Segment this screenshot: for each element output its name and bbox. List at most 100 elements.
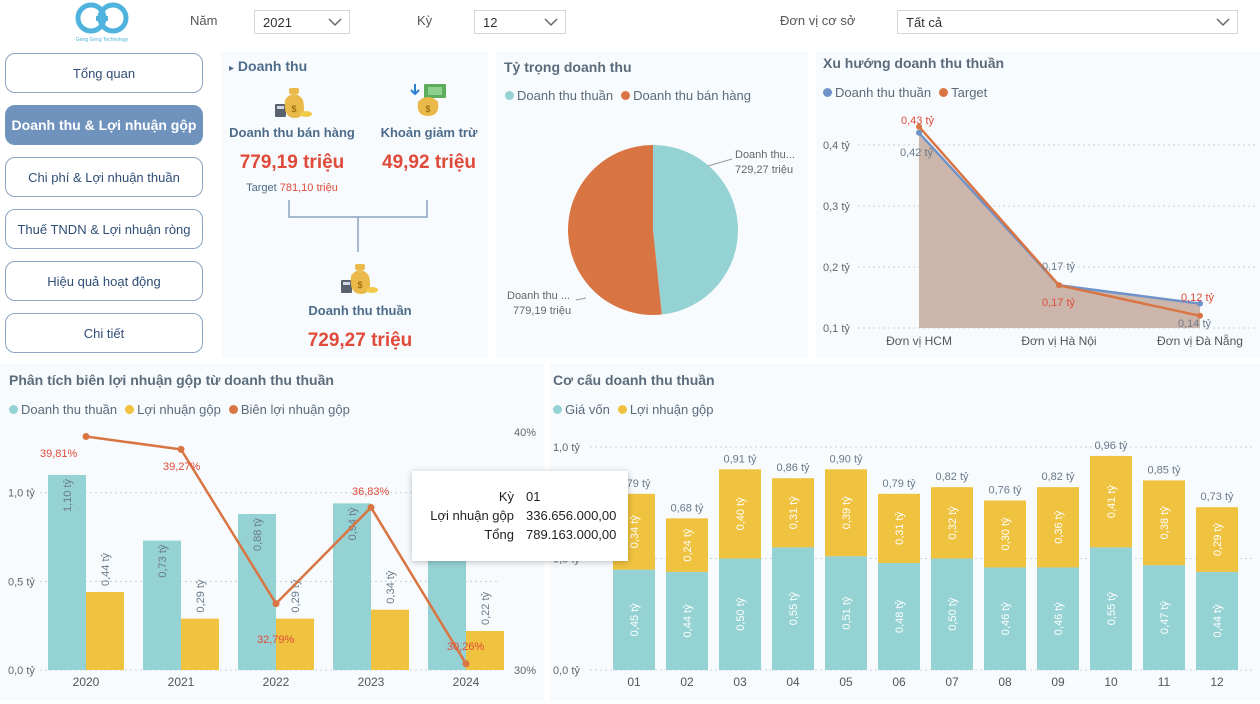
unit-dropdown[interactable]: Tất cả (897, 10, 1238, 34)
trend-chart-title: Xu hướng doanh thu thuần (823, 55, 1005, 71)
pie-leader-line (575, 297, 587, 301)
x-tick-label: 12 (1210, 675, 1224, 689)
y-tick-label: 1,0 tỷ (8, 488, 35, 500)
bar-total-label: 0,91 tỷ (723, 453, 757, 465)
nav-label: Tổng quan (72, 65, 136, 81)
x-tick-label: 11 (1158, 675, 1171, 689)
year-dropdown-value: 2021 (263, 15, 292, 30)
nav-revenue-gross-profit[interactable]: Doanh thu & Lợi nhuận gộp (5, 105, 203, 145)
svg-text:$: $ (357, 280, 362, 290)
structure-chart-legend: Giá vốn Lợi nhuận gộp (553, 402, 714, 417)
pie-slice-label: Doanh thu... (735, 149, 795, 161)
period-dropdown[interactable]: 12 (474, 10, 566, 34)
margin-point (462, 660, 470, 668)
revenue-card (221, 52, 488, 358)
bar-total-label: 0,85 tỷ (1147, 464, 1181, 476)
margin-point (367, 503, 375, 511)
nav-label: Chi tiết (83, 325, 125, 341)
margin-point (177, 445, 185, 453)
bar-cogs (1037, 567, 1079, 670)
legend-swatch-net (9, 405, 18, 414)
tooltip-key: Kỳ (498, 489, 514, 504)
chart-tooltip: Kỳ 01 Lợi nhuận gộp 336.656.000,00 Tổng … (412, 471, 628, 561)
logo-brand-text: Geng Geng Technology (76, 37, 129, 43)
bar-data-label: 0,55 tỷ (788, 592, 800, 626)
bar-cogs (1196, 571, 1238, 670)
deduction-value: 49,92 triệu (382, 152, 476, 173)
tooltip-row: Kỳ 01 (412, 489, 541, 504)
tooltip-value: 336.656.000,00 (526, 508, 617, 523)
x-tick-label: 07 (945, 675, 959, 689)
deduction-label: Khoản giảm trừ (380, 125, 478, 140)
bar-total-label: 0,79 tỷ (882, 478, 916, 490)
x-tick-label: 05 (839, 675, 853, 689)
nav-details[interactable]: Chi tiết (5, 313, 203, 353)
bar-data-label: 0,44 tỷ (1212, 604, 1224, 638)
caret-right-icon: ▸ (229, 63, 235, 74)
chevron-down-icon (1216, 18, 1230, 27)
bar-data-label: 0,45 tỷ (629, 603, 641, 637)
chevron-down-icon (328, 18, 342, 27)
legend-swatch-cogs (553, 405, 562, 414)
bar-gross-profit (371, 609, 409, 670)
bar-gross-profit (931, 487, 973, 559)
bar-total-label: 0,90 tỷ (829, 453, 863, 465)
bar-data-label: 0,38 tỷ (1159, 506, 1171, 540)
nav-label: Doanh thu & Lợi nhuận gộp (11, 117, 197, 133)
bar-data-label: 0,31 tỷ (894, 511, 906, 545)
bar-data-label: 0,94 tỷ (347, 507, 359, 541)
year-dropdown[interactable]: 2021 (254, 10, 350, 34)
x-tick-label: 2021 (168, 675, 195, 689)
connector-lines (288, 200, 428, 252)
revenue-card-title: ▸ Doanh thu (229, 58, 307, 74)
margin-data-label: 32,79% (257, 634, 295, 646)
bar-cogs (719, 558, 761, 670)
pie-slice (568, 145, 662, 315)
legend-label: Doanh thu thuần (835, 85, 932, 100)
legend-label: Lợi nhuận gộp (629, 402, 714, 417)
nav-overview[interactable]: Tổng quan (5, 53, 203, 93)
pie-slice (653, 145, 738, 315)
x-tick-label: 03 (733, 675, 747, 689)
bar-data-label: 0,39 tỷ (841, 496, 853, 530)
x-tick-label: 09 (1051, 675, 1065, 689)
company-logo: Geng Geng Technology (70, 2, 134, 44)
y-tick-label: 0,0 tỷ (553, 665, 580, 677)
nav-expenses-net-profit[interactable]: Chi phí & Lợi nhuận thuần (5, 157, 203, 197)
x-tick-label: 2022 (263, 675, 290, 689)
nav-operating-efficiency[interactable]: Hiệu quả hoạt động (5, 261, 203, 301)
pie-leader-line (707, 158, 733, 167)
bar-data-label: 0,47 tỷ (1159, 601, 1171, 635)
data-point (1197, 300, 1203, 307)
x-tick-label: 2023 (358, 675, 385, 689)
legend-swatch-sales (621, 91, 631, 100)
nav-tax-net-income[interactable]: Thuế TNDN & Lợi nhuận ròng (5, 209, 203, 249)
bar-data-label: 0,50 tỷ (735, 597, 747, 631)
y2-tick-label: 30% (514, 665, 536, 677)
structure-chart-title: Cơ cấu doanh thu thuần (553, 372, 715, 388)
data-point (1056, 282, 1062, 289)
legend-swatch-margin (228, 405, 238, 414)
y-tick-label: 0,3 tỷ (823, 201, 850, 213)
x-tick-label: Đơn vị Đà Nẵng (1157, 333, 1243, 348)
legend-swatch-net (823, 88, 832, 97)
y-tick-label: 0,4 tỷ (823, 140, 850, 152)
bar-gross-profit (719, 469, 761, 559)
margin-data-label: 39,81% (40, 448, 78, 460)
legend-label: Target (951, 85, 988, 100)
margin-point (82, 433, 90, 441)
bar-total-label: 0,82 tỷ (935, 471, 969, 483)
x-tick-label: 04 (786, 675, 800, 689)
nav-label: Hiệu quả hoạt động (47, 273, 161, 289)
pie-slice-label: Doanh thu ... (507, 290, 570, 302)
pie-chart-legend: Doanh thu thuần Doanh thu bán hàng (505, 88, 751, 103)
x-tick-label: 06 (892, 675, 906, 689)
legend-swatch-target (939, 88, 949, 97)
bar-data-label: 0,50 tỷ (947, 597, 959, 631)
bar-data-label: 0,30 tỷ (1000, 517, 1012, 551)
bar-data-label: 0,24 tỷ (682, 528, 694, 562)
x-tick-label: 2024 (453, 675, 480, 689)
bar-data-label: 0,32 tỷ (947, 506, 959, 540)
y-tick-label: 0,0 tỷ (8, 665, 35, 677)
bar-gross-profit (878, 493, 920, 563)
